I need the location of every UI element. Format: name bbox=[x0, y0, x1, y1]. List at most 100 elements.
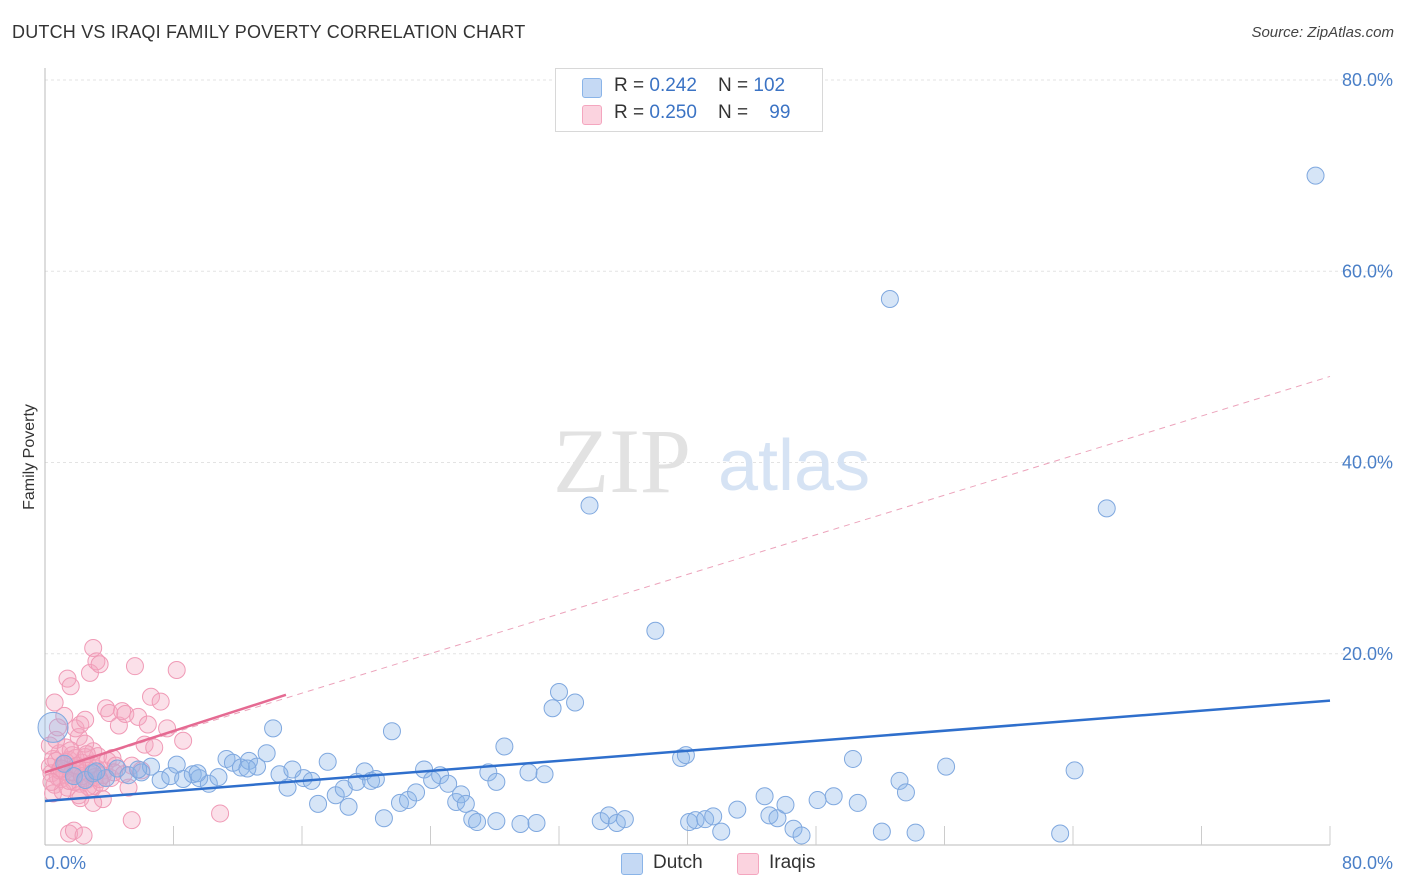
dutch-point bbox=[872, 822, 891, 841]
dutch-point bbox=[407, 783, 426, 802]
iraqis-swatch bbox=[582, 105, 602, 125]
dutch-point bbox=[880, 289, 899, 308]
dutch-point bbox=[543, 699, 562, 718]
iraqis-point bbox=[167, 661, 186, 680]
iraqis-point bbox=[84, 639, 103, 658]
dutch-point bbox=[768, 809, 787, 828]
dutch-point bbox=[755, 787, 774, 806]
iraqis-point bbox=[174, 731, 193, 750]
dutch-point bbox=[439, 774, 458, 793]
iraqis-point bbox=[122, 811, 141, 830]
dutch-point bbox=[792, 826, 811, 845]
dutch-point bbox=[374, 809, 393, 828]
dutch-point bbox=[906, 823, 925, 842]
x-minor-ticks bbox=[173, 826, 1331, 845]
dutch-point bbox=[318, 752, 337, 771]
dutch-point bbox=[487, 772, 506, 791]
dutch-legend-swatch bbox=[621, 853, 643, 875]
iraqis-trend-extended bbox=[44, 375, 1331, 773]
y-tick-labels: 20.0% 40.0% 60.0% 80.0% bbox=[1342, 70, 1393, 664]
watermark: ZIP atlas bbox=[553, 410, 870, 512]
legend-r-value-dutch: 0.242 bbox=[649, 75, 697, 96]
iraqis-point bbox=[129, 707, 148, 726]
iraqis-point bbox=[74, 826, 93, 845]
iraqis-point bbox=[151, 692, 170, 711]
legend-r-label: R = bbox=[614, 75, 650, 96]
dutch-point bbox=[339, 797, 358, 816]
y-axis-label: Family Poverty bbox=[21, 404, 38, 510]
dutch-point bbox=[188, 764, 207, 783]
dutch-point bbox=[463, 810, 482, 829]
dutch-point bbox=[896, 783, 915, 802]
x-tick-labels: 0.0% 80.0% bbox=[45, 853, 1393, 873]
dutch-point bbox=[566, 693, 585, 712]
iraqis-point bbox=[145, 738, 164, 757]
iraqis-point bbox=[55, 706, 74, 725]
dutch-point bbox=[452, 785, 471, 804]
dutch-point bbox=[704, 807, 723, 826]
dutch-point bbox=[527, 814, 546, 833]
y-tick-label: 60.0% bbox=[1342, 261, 1393, 281]
dutch-point bbox=[129, 760, 148, 779]
dutch-point bbox=[676, 746, 695, 765]
dutch-point bbox=[712, 822, 731, 841]
dutch-point bbox=[776, 795, 795, 814]
dutch-point bbox=[580, 496, 599, 515]
dutch-point bbox=[890, 771, 909, 790]
dutch-swatch bbox=[582, 78, 602, 98]
dutch-point bbox=[843, 749, 862, 768]
dutch-point bbox=[64, 767, 83, 786]
legend-n-label: N = bbox=[718, 102, 754, 123]
iraqis-point bbox=[42, 772, 61, 791]
iraqis-point bbox=[138, 715, 157, 734]
legend-r-label: R = bbox=[614, 102, 650, 123]
iraqis-trend-line bbox=[44, 693, 287, 774]
chart-title: DUTCH VS IRAQI FAMILY POVERTY CORRELATIO… bbox=[12, 22, 526, 42]
dutch-point bbox=[456, 794, 475, 813]
watermark-atlas: atlas bbox=[718, 426, 870, 506]
dutch-legend-label: Dutch bbox=[653, 852, 703, 873]
dutch-point bbox=[487, 812, 506, 831]
iraqis-point bbox=[87, 652, 106, 671]
dutch-point bbox=[151, 770, 170, 789]
dutch-trend-line bbox=[44, 699, 1331, 803]
dutch-point bbox=[646, 621, 665, 640]
legend-r-value-iraqis: 0.250 bbox=[649, 102, 697, 123]
dutch-point bbox=[1306, 166, 1325, 185]
dutch-point bbox=[309, 794, 328, 813]
iraqis-point bbox=[61, 677, 80, 696]
iraqis-point bbox=[76, 710, 95, 729]
y-tick-label: 20.0% bbox=[1342, 644, 1393, 664]
iraqis-point bbox=[142, 687, 161, 706]
dutch-point bbox=[728, 800, 747, 819]
iraqis-point bbox=[71, 715, 90, 734]
iraqis-point bbox=[60, 824, 79, 843]
dutch-point bbox=[1097, 499, 1116, 518]
iraqis-point bbox=[119, 778, 138, 797]
source-label[interactable]: Source: ZipAtlas.com bbox=[1251, 24, 1394, 41]
dutch-point bbox=[366, 770, 385, 789]
dutch-point bbox=[824, 787, 843, 806]
legend-n-value-iraqis: 99 bbox=[769, 102, 791, 123]
dutch-point bbox=[257, 744, 276, 763]
dutch-point bbox=[937, 757, 956, 776]
iraqis-point bbox=[64, 821, 83, 840]
iraqis-point bbox=[48, 718, 67, 737]
dutch-points bbox=[37, 166, 1325, 845]
dutch-point bbox=[808, 791, 827, 810]
y-tick-label: 80.0% bbox=[1342, 70, 1393, 90]
legend-n-label: N = bbox=[718, 75, 754, 96]
iraqis-point bbox=[109, 716, 128, 735]
dutch-point bbox=[238, 759, 257, 778]
iraqis-point bbox=[90, 655, 109, 674]
dutch-point bbox=[37, 711, 69, 743]
dutch-point bbox=[495, 737, 514, 756]
dutch-point bbox=[132, 763, 151, 782]
dutch-point bbox=[382, 722, 401, 741]
iraqis-point bbox=[211, 804, 230, 823]
dutch-point bbox=[1065, 761, 1084, 780]
dutch-point bbox=[672, 748, 691, 767]
dutch-point bbox=[848, 793, 867, 812]
grid-lines bbox=[45, 79, 1392, 655]
